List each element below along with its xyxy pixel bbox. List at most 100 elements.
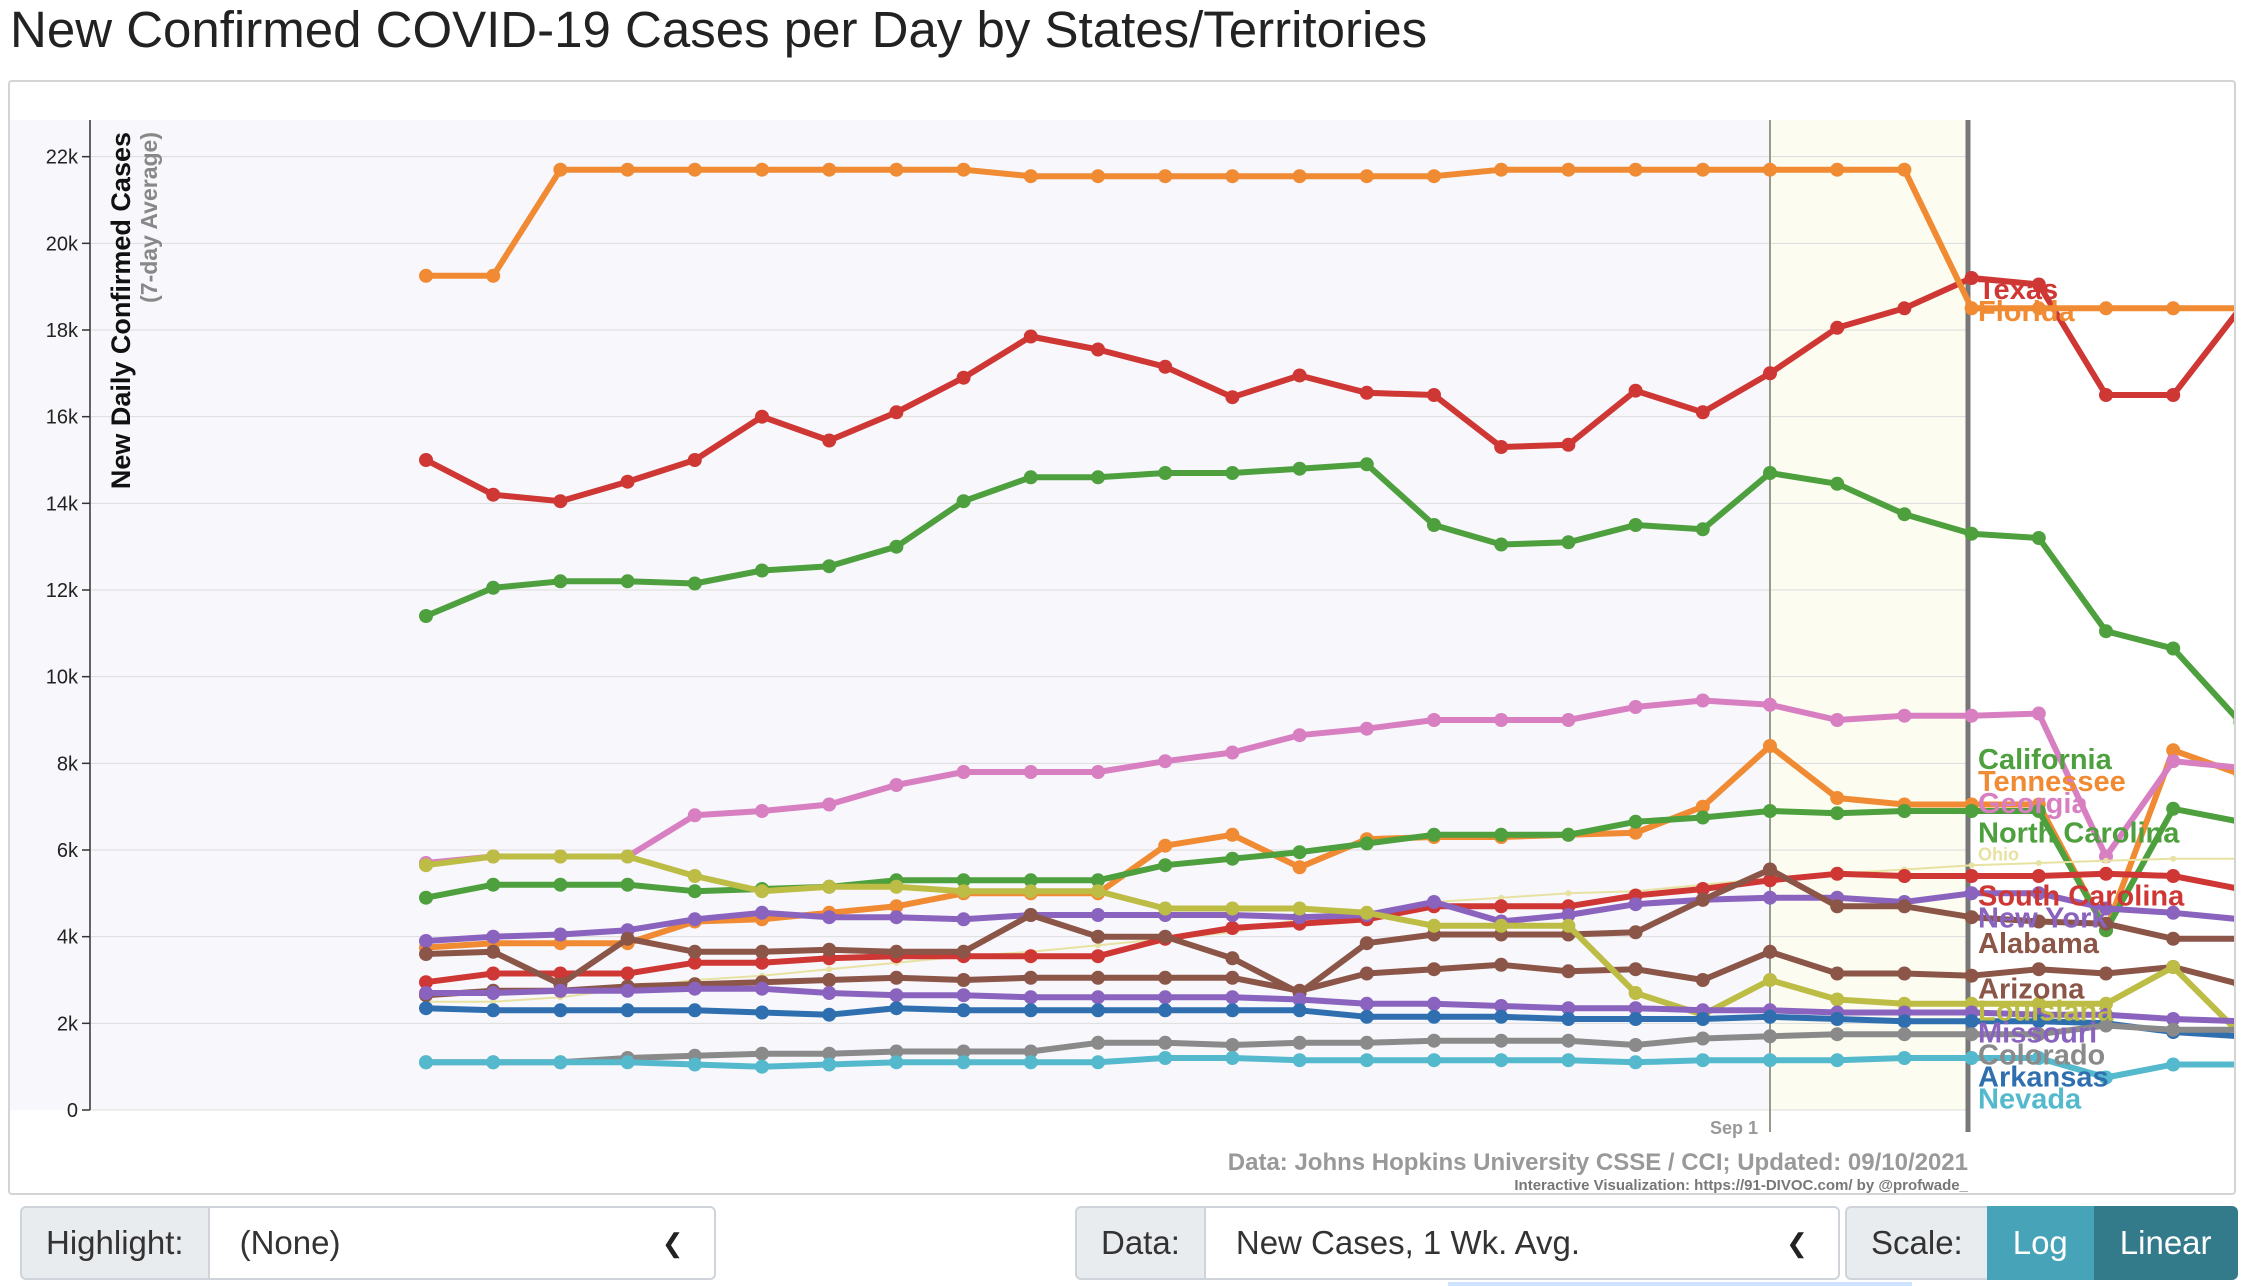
data-point bbox=[755, 944, 769, 959]
data-point bbox=[1023, 1055, 1038, 1070]
data-point bbox=[2031, 804, 2046, 818]
data-point bbox=[1158, 901, 1173, 916]
data-point bbox=[1964, 708, 1979, 723]
data-point bbox=[1695, 892, 1710, 907]
data-point bbox=[1695, 405, 1710, 420]
series-louisiana bbox=[419, 849, 2234, 1038]
data-point bbox=[1964, 1027, 1979, 1042]
data-point bbox=[1830, 966, 1845, 981]
y-tick-label: 20k bbox=[46, 233, 79, 255]
data-point bbox=[1158, 929, 1173, 944]
data-point bbox=[1897, 966, 1912, 981]
data-point bbox=[1763, 1009, 1777, 1024]
scale-linear-button[interactable]: Linear bbox=[2093, 1206, 2238, 1280]
data-point bbox=[486, 929, 501, 944]
data-point bbox=[1292, 169, 1307, 184]
data-point bbox=[486, 580, 501, 595]
data-point bbox=[620, 983, 635, 998]
data-point bbox=[889, 970, 904, 985]
data-point bbox=[2031, 886, 2046, 901]
data-point bbox=[2166, 754, 2181, 769]
data-point bbox=[1225, 951, 1240, 966]
data-point bbox=[2166, 960, 2181, 974]
data-select[interactable]: New Cases, 1 Wk. Avg. ❮ bbox=[1203, 1206, 1840, 1280]
data-point bbox=[1091, 470, 1105, 485]
data-point bbox=[1091, 884, 1105, 899]
data-point bbox=[1897, 507, 1912, 522]
data-point bbox=[2166, 869, 2181, 883]
data-point bbox=[1091, 949, 1105, 964]
series-end-label: California bbox=[1978, 744, 2113, 776]
data-point bbox=[2031, 869, 2046, 883]
data-point bbox=[1494, 827, 1509, 842]
data-point bbox=[553, 494, 568, 509]
data-source-text: Data: Johns Hopkins University CSSE / CC… bbox=[1228, 1149, 1968, 1176]
chevron-down-icon: ❮ bbox=[661, 1227, 684, 1258]
page-title: New Confirmed COVID-19 Cases per Day by … bbox=[10, 1, 1428, 58]
y-tick-label: 4k bbox=[57, 927, 79, 949]
data-point bbox=[956, 873, 971, 888]
data-point bbox=[486, 1003, 501, 1018]
data-point bbox=[1695, 799, 1710, 814]
data-point bbox=[1964, 1051, 1979, 1065]
data-point bbox=[889, 1055, 904, 1070]
data-point bbox=[2099, 916, 2113, 931]
data-point bbox=[553, 1003, 568, 1018]
data-point bbox=[2233, 1018, 2234, 1025]
data-point bbox=[1225, 169, 1240, 184]
data-point bbox=[1225, 901, 1240, 916]
data-point bbox=[1091, 169, 1105, 184]
data-point bbox=[687, 884, 702, 899]
data-point bbox=[419, 947, 433, 961]
data-point bbox=[956, 944, 971, 959]
data-point bbox=[2099, 996, 2113, 1011]
data-point bbox=[956, 765, 971, 779]
data-point bbox=[755, 409, 769, 424]
data-point bbox=[1695, 1053, 1710, 1068]
data-point bbox=[1023, 1003, 1038, 1018]
data-point bbox=[1695, 162, 1710, 177]
data-point bbox=[1763, 162, 1777, 177]
y-tick-label: 6k bbox=[57, 840, 79, 862]
data-point bbox=[1158, 970, 1173, 985]
data-point bbox=[620, 574, 635, 589]
scale-log-button[interactable]: Log bbox=[1986, 1206, 2094, 1280]
data-point bbox=[755, 804, 769, 818]
data-point bbox=[2031, 301, 2046, 316]
highlight-label: Highlight: bbox=[20, 1206, 208, 1280]
data-point bbox=[1830, 162, 1845, 177]
series-end-label: Alabama bbox=[1978, 928, 2100, 960]
data-point bbox=[1494, 957, 1509, 972]
series-end-label: Louisiana bbox=[1978, 996, 2114, 1028]
data-point bbox=[1763, 873, 1777, 888]
data-point bbox=[889, 910, 904, 925]
highlight-select-value: (None) bbox=[239, 1224, 341, 1261]
data-point bbox=[1695, 810, 1710, 825]
data-point bbox=[419, 890, 433, 905]
data-point bbox=[1359, 905, 1374, 920]
data-point bbox=[1494, 1009, 1509, 1024]
data-point bbox=[2031, 1051, 2046, 1065]
data-point bbox=[486, 966, 501, 981]
data-point bbox=[486, 986, 501, 1000]
data-point bbox=[419, 858, 433, 873]
data-point bbox=[1964, 301, 1979, 316]
highlight-select[interactable]: (None) ❮ bbox=[207, 1206, 716, 1280]
data-point bbox=[2233, 771, 2234, 778]
y-tick-label: 18k bbox=[46, 320, 79, 342]
data-point bbox=[1023, 765, 1038, 779]
data-point bbox=[1561, 964, 1576, 979]
data-point bbox=[1561, 908, 1576, 922]
data-point bbox=[1091, 1035, 1105, 1050]
data-point bbox=[755, 981, 769, 996]
data-point bbox=[2166, 1012, 2181, 1026]
y-tick-label: 16k bbox=[46, 407, 79, 429]
data-point bbox=[1897, 1027, 1912, 1042]
data-point bbox=[2233, 935, 2234, 942]
data-point bbox=[1292, 1053, 1307, 1068]
data-point bbox=[1695, 882, 1710, 896]
data-point bbox=[1427, 518, 1441, 532]
data-point bbox=[553, 1055, 568, 1070]
data-point bbox=[2031, 531, 2046, 545]
data-point bbox=[1964, 804, 1979, 818]
